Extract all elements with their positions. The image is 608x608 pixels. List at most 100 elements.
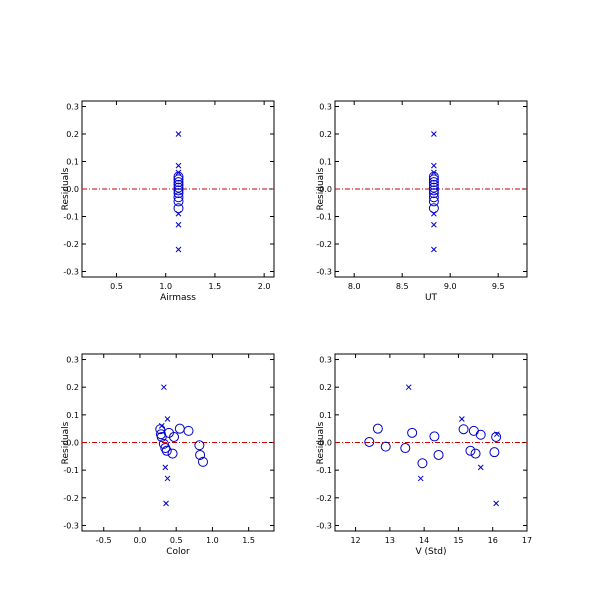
x-tick-label: 15: [453, 536, 463, 545]
residual-point-circle: [380, 441, 391, 452]
residual-point-circle: [173, 174, 184, 185]
panel-color: -0.5 0.0 0.5 1.0 1.5 -0.3 -0.2 -0.1 -0.0 0.1 0.2 0.…: [61, 353, 275, 557]
x-tick-label: 1.0: [206, 536, 219, 545]
y-tick-label: -0.1: [63, 466, 79, 475]
residual-point-cross: [417, 475, 424, 482]
residual-point-circle: [470, 448, 481, 459]
x-axis-label: V (Std): [416, 547, 447, 557]
x-tick-label: 16: [488, 536, 498, 545]
residual-point-circle: [364, 436, 375, 447]
y-tick-label: -0.2: [316, 240, 332, 249]
y-tick-label: -0.2: [63, 240, 79, 249]
tick-marks: 12 13 14 15 16 17 -0.3 -0.2 -0.1 -0.0 0.1 0.2 0.3: [316, 354, 532, 545]
residual-point-cross: [477, 464, 484, 471]
residual-point-cross: [431, 221, 437, 228]
residual-point-circle: [161, 445, 172, 456]
y-tick-label: -0.2: [63, 494, 79, 503]
residual-point-circle: [428, 182, 439, 193]
x-tick-label: 8.0: [348, 282, 361, 291]
residual-point-cross: [158, 423, 165, 429]
x-tick-label: 2.0: [258, 282, 271, 291]
y-tick-label: -0.3: [316, 521, 332, 530]
residual-point-circle: [173, 188, 184, 199]
residual-point-circle: [173, 182, 184, 193]
x-tick-label: 9.0: [444, 282, 457, 291]
y-tick-label: 0.1: [319, 158, 332, 167]
residual-point-circle: [183, 425, 194, 436]
residual-point-cross: [163, 500, 169, 507]
y-tick-label: -0.1: [316, 466, 332, 475]
x-axis-label: UT: [425, 293, 438, 303]
residual-point-circle: [433, 449, 444, 460]
data-points: [428, 131, 439, 253]
residual-point-circle: [169, 431, 180, 442]
x-axis-label: Color: [166, 547, 190, 557]
residual-point-circle: [428, 185, 439, 196]
residual-point-circle: [428, 179, 439, 190]
residual-point-circle: [428, 188, 439, 199]
residual-point-circle: [458, 424, 469, 435]
y-axis-label: Residuals: [61, 167, 71, 210]
data-points: [155, 384, 208, 507]
y-tick-label: 0.3: [319, 356, 332, 365]
y-axis-label: Residuals: [61, 421, 71, 464]
residual-point-cross: [431, 131, 437, 137]
residual-point-circle: [428, 196, 439, 207]
y-tick-label: -0.3: [316, 268, 332, 277]
residual-point-circle: [491, 431, 502, 442]
y-tick-label: -0.3: [63, 268, 79, 277]
residual-point-circle: [475, 429, 486, 440]
residual-point-circle: [173, 185, 184, 196]
residual-point-cross: [431, 210, 437, 217]
residual-point-circle: [173, 192, 184, 203]
x-tick-label: 1.5: [209, 282, 222, 291]
y-tick-label: -0.0: [316, 185, 332, 194]
residual-point-circle: [174, 423, 185, 434]
residual-point-circle: [173, 203, 184, 214]
residual-point-circle: [160, 443, 171, 454]
residual-point-circle: [429, 431, 440, 442]
residual-point-circle: [465, 445, 476, 456]
residual-point-cross: [405, 384, 412, 391]
y-tick-label: 0.2: [319, 383, 332, 392]
y-axis-label: Residuals: [316, 421, 326, 464]
tick-marks: -0.5 0.0 0.5 1.0 1.5 -0.3 -0.2 -0.1 -0.0 0.1 0.2 0.…: [63, 354, 274, 545]
residual-point-circle: [173, 177, 184, 188]
y-axis-label: Residuals: [316, 167, 326, 210]
y-tick-label: -0.2: [316, 494, 332, 503]
residual-point-circle: [428, 203, 439, 214]
y-tick-label: -0.0: [316, 439, 332, 448]
residual-point-cross: [175, 169, 182, 176]
residual-point-cross: [161, 384, 167, 391]
residual-point-cross: [431, 162, 437, 169]
panel-ut: 8.0 8.5 9.0 9.5 -0.3 -0.2 -0.1 -0.0 0.1 0.2 0.3 UT…: [316, 100, 528, 303]
residual-point-circle: [489, 447, 500, 458]
residual-point-circle: [407, 427, 418, 438]
residual-point-cross: [431, 169, 437, 176]
y-tick-label: 0.3: [66, 356, 79, 365]
y-tick-label: -0.0: [63, 185, 79, 194]
residual-point-circle: [173, 179, 184, 190]
y-tick-label: -0.0: [63, 439, 79, 448]
y-tick-label: 0.2: [66, 130, 79, 139]
x-tick-label: 14: [419, 536, 429, 545]
x-tick-label: 0.5: [170, 536, 183, 545]
residual-point-cross: [175, 131, 182, 137]
x-tick-label: 12: [350, 536, 360, 545]
residual-point-cross: [493, 500, 499, 507]
residual-point-cross: [164, 475, 171, 482]
tick-marks: 0.5 1.0 1.5 2.0 -0.3 -0.2 -0.1 -0.0 0.1 0.2 0.3: [63, 101, 274, 291]
data-points: [173, 131, 184, 253]
residual-point-circle: [468, 425, 479, 436]
residual-point-circle: [428, 174, 439, 185]
residual-point-cross: [493, 431, 500, 438]
y-tick-label: 0.3: [66, 103, 79, 112]
x-tick-label: 8.5: [396, 282, 409, 291]
residual-point-circle: [428, 192, 439, 203]
y-tick-label: 0.1: [319, 411, 332, 420]
y-tick-label: 0.3: [319, 103, 332, 112]
x-tick-label: 0.0: [134, 536, 147, 545]
residual-point-circle: [194, 440, 205, 451]
residual-point-cross: [164, 416, 171, 422]
